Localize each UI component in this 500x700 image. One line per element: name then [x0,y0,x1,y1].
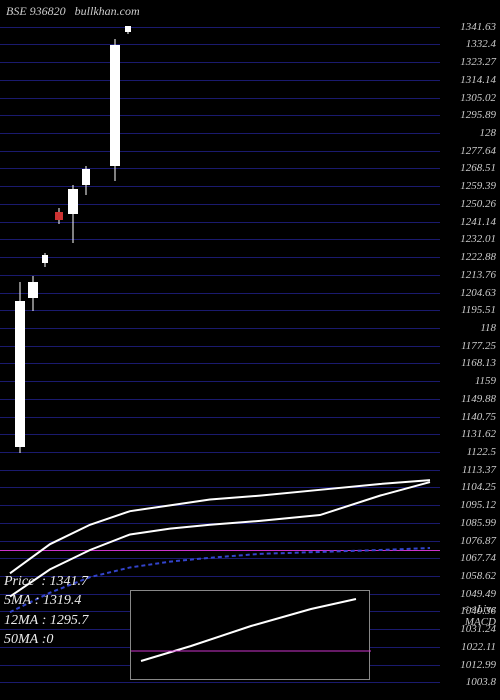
y-tick-label: 1085.99 [460,517,496,529]
y-tick-label: 1131.62 [461,428,496,440]
info-12ma: 12MA : 1295.7 [4,611,88,631]
y-tick-label: 1268.51 [460,162,496,174]
y-tick-label: 1003.8 [466,676,496,688]
chart-header: BSE 936820 bullkhan.com [6,4,140,19]
y-tick-label: 1168.13 [461,357,496,369]
info-5ma: 5MA : 1319.4 [4,591,88,611]
y-tick-label: 128 [480,127,497,139]
y-tick-label: 1232.01 [460,233,496,245]
y-tick-label: 1295.89 [460,109,496,121]
y-axis: 1341.63 1332.4 1323.27 1314.14 1305.02 1295.8… [440,20,500,700]
y-tick-label: 1222.88 [460,251,496,263]
y-tick-label: 1213.76 [460,269,496,281]
y-tick-label: 1177.25 [461,340,496,352]
y-tick-label: 1259.39 [460,180,496,192]
y-tick-label: 1104.25 [461,481,496,493]
y-tick-label: 1058.62 [460,570,496,582]
y-tick-label: 1113.37 [462,464,496,476]
macd-inset [130,590,370,680]
y-tick-label: 1195.51 [461,304,496,316]
info-50ma: 50MA :0 [4,630,88,650]
live-label: <<Live [462,603,496,615]
y-tick-label: 1012.99 [460,659,496,671]
y-tick-label: 1076.87 [460,535,496,547]
site-label: bullkhan.com [75,4,140,18]
y-tick-label: 1022.11 [461,641,496,653]
y-tick-label: 1250.26 [460,198,496,210]
ticker-label: BSE 936820 [6,4,66,18]
y-tick-label: 1204.63 [460,287,496,299]
y-tick-label: 118 [480,322,496,334]
y-tick-label: 1095.12 [460,499,496,511]
y-tick-label: 1149.88 [461,393,496,405]
y-tick-label: 1122.5 [467,446,496,458]
y-tick-label: 1049.49 [460,588,496,600]
y-tick-label: 1140.75 [461,411,496,423]
info-price: Price : 1341.7 [4,572,88,592]
y-tick-label: 1341.63 [460,21,496,33]
y-tick-label: 1323.27 [460,56,496,68]
y-tick-label: 1332.4 [466,38,496,50]
macd-label: MACD [465,616,496,628]
y-tick-label: 1305.02 [460,92,496,104]
y-tick-label: 1067.74 [460,552,496,564]
info-box: Price : 1341.7 5MA : 1319.4 12MA : 1295.… [4,572,88,650]
y-tick-label: 1277.64 [460,145,496,157]
y-tick-label: 1241.14 [460,216,496,228]
y-tick-label: 1159 [475,375,496,387]
y-tick-label: 1314.14 [460,74,496,86]
